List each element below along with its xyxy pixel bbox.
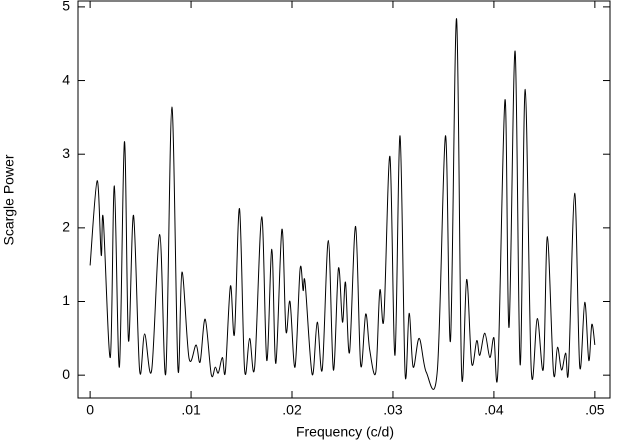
y-tick-label: 2: [62, 219, 70, 235]
y-tick-label: 0: [62, 366, 70, 382]
plot-frame: [77, 0, 611, 399]
y-axis-title: Scargle Power: [1, 154, 17, 245]
x-axis-title: Frequency (c/d): [296, 424, 394, 440]
x-tick-label: 0: [86, 402, 94, 418]
x-tick-label: .05: [585, 402, 605, 418]
x-tick-label: .02: [282, 402, 302, 418]
y-tick-label: 4: [62, 71, 70, 87]
y-tick-label: 1: [62, 292, 70, 308]
periodogram-line: [89, 18, 596, 390]
y-tick-label: 5: [62, 0, 70, 14]
x-tick-label: .03: [383, 402, 403, 418]
x-tick-label: .01: [181, 402, 201, 418]
y-tick-label: 3: [62, 145, 70, 161]
x-tick-label: .04: [484, 402, 504, 418]
